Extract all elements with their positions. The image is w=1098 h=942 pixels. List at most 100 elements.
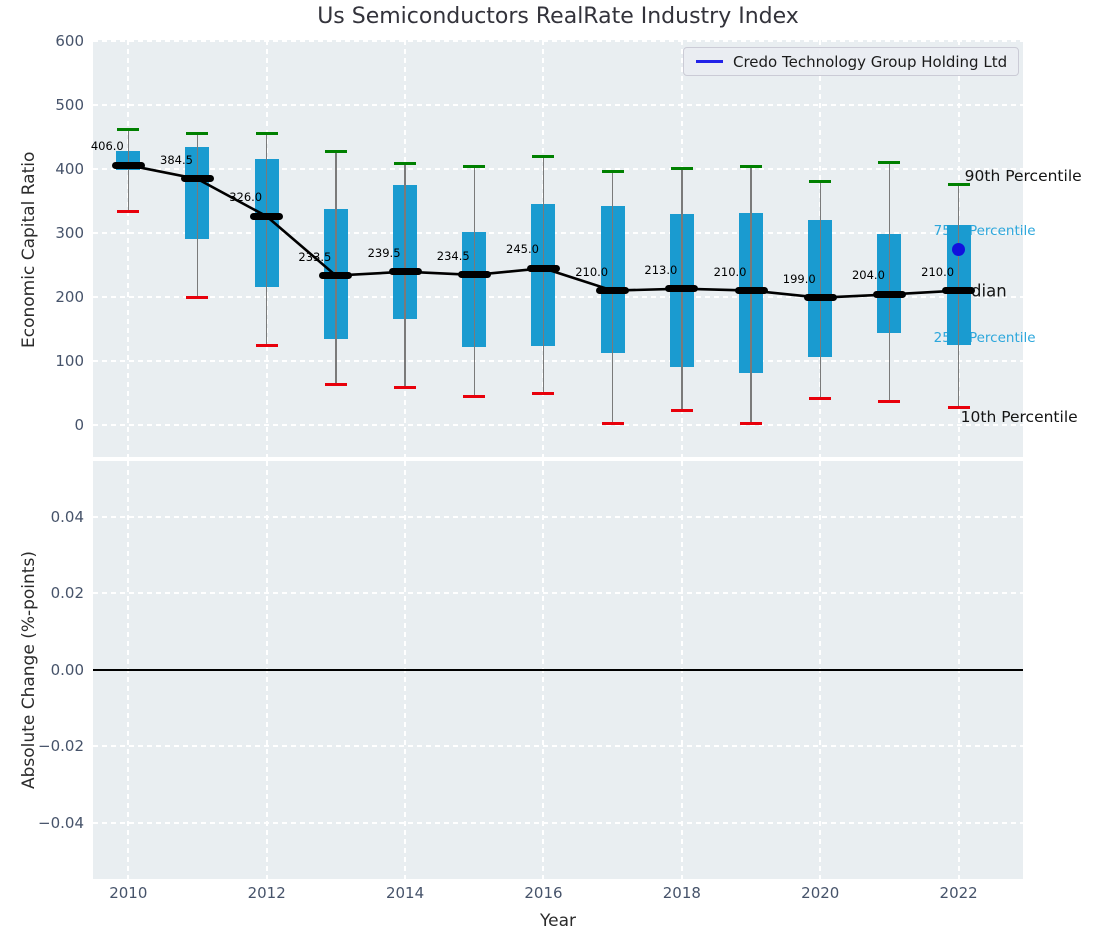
annotation-p90: 90th Percentile — [964, 167, 1082, 186]
median-dash-2010 — [111, 161, 145, 169]
y-tick-label: 0.02 — [50, 584, 84, 603]
gridline-horizontal — [93, 104, 1023, 107]
p90-cap-2017 — [601, 170, 624, 174]
median-label-2016: 245.0 — [506, 242, 539, 257]
p10-cap-2018 — [670, 409, 693, 413]
median-label-2017: 210.0 — [575, 264, 609, 279]
median-label-2010: 406.0 — [90, 139, 124, 154]
p90-cap-2016 — [532, 154, 555, 158]
p90-cap-2014 — [394, 161, 417, 165]
median-label-2018: 213.0 — [644, 262, 678, 277]
p90-cap-2015 — [463, 164, 486, 168]
median-label-2013: 233.5 — [298, 249, 332, 264]
p90-cap-2021 — [878, 161, 901, 165]
median-label-2021: 204.0 — [851, 268, 885, 283]
p10-cap-2011 — [186, 295, 209, 299]
x-tick-label: 2020 — [801, 884, 840, 902]
p10-cap-2014 — [394, 386, 417, 390]
whisker-2014 — [404, 163, 406, 388]
zero-line — [93, 668, 1023, 671]
y-tick-label: 500 — [55, 96, 84, 115]
p10-cap-2012 — [255, 343, 278, 347]
gridline-horizontal — [93, 592, 1023, 595]
credo-point — [952, 242, 966, 256]
x-tick-label: 2016 — [524, 884, 563, 902]
p90-cap-2019 — [740, 164, 763, 168]
whisker-2010 — [127, 129, 129, 212]
median-dash-2018 — [665, 285, 699, 293]
y-tick-label: 0 — [74, 416, 84, 434]
p10-cap-2021 — [878, 400, 901, 404]
median-label-2019: 210.0 — [713, 264, 747, 279]
x-tick-label: 2014 — [385, 884, 425, 902]
median-label-2011: 384.5 — [160, 152, 193, 167]
y-tick-label: 600 — [55, 32, 84, 51]
median-dash-2014 — [388, 268, 422, 276]
x-tick-label: 2018 — [662, 884, 701, 902]
gridline-horizontal — [93, 168, 1023, 171]
whisker-2019 — [750, 166, 752, 424]
p10-cap-2017 — [601, 421, 624, 425]
top-chart-panel: 90th Percentile 75th Percentile Median 25th… — [90, 40, 1082, 457]
x-axis-label: Year — [540, 911, 576, 931]
median-label-2012: 326.0 — [229, 190, 263, 205]
p10-cap-2013 — [324, 383, 347, 387]
gridline-horizontal — [93, 515, 1023, 518]
whisker-2017 — [611, 171, 614, 424]
p10-cap-2010 — [117, 210, 140, 214]
whisker-2011 — [196, 133, 199, 297]
gridline-horizontal — [93, 821, 1023, 824]
y-tick-label: 0.04 — [50, 507, 84, 526]
annotation-p10: 10th Percentile — [960, 407, 1078, 426]
median-label-2020: 199.0 — [782, 271, 816, 286]
y-tick-label: −0.02 — [38, 737, 84, 756]
gridline-horizontal — [93, 40, 1023, 43]
legend-line-swatch — [696, 60, 723, 63]
p90-cap-2010 — [117, 127, 140, 131]
median-dash-2016 — [526, 264, 560, 272]
median-dash-2011 — [180, 175, 214, 183]
bottom-chart-panel — [93, 461, 1023, 879]
legend: Credo Technology Group Holding Ltd — [683, 47, 1019, 76]
p10-cap-2015 — [463, 394, 486, 398]
gridline-horizontal — [93, 424, 1023, 426]
chart-title: Us Semiconductors RealRate Industry Inde… — [317, 4, 799, 29]
x-tick-label: 2010 — [109, 884, 148, 902]
y-tick-label: 400 — [55, 160, 84, 179]
y-tick-label: −0.04 — [38, 813, 84, 832]
gridline-vertical — [127, 40, 130, 457]
median-dash-2020 — [803, 294, 837, 302]
median-dash-2015 — [457, 271, 491, 279]
p90-cap-2022 — [947, 182, 970, 186]
p90-cap-2020 — [809, 180, 832, 184]
median-dash-2012 — [250, 212, 284, 220]
median-dash-2021 — [872, 290, 906, 298]
x-tick-label: 2022 — [939, 884, 978, 902]
whisker-2012 — [265, 133, 268, 345]
y-tick-label: 100 — [55, 352, 84, 370]
whisker-2022 — [957, 184, 960, 408]
median-dash-2013 — [319, 272, 353, 280]
legend-label: Credo Technology Group Holding Ltd — [733, 52, 1008, 71]
p90-cap-2013 — [324, 150, 347, 154]
whisker-2015 — [473, 166, 475, 397]
gridline-horizontal — [93, 745, 1023, 748]
median-label-2014: 239.5 — [367, 245, 401, 260]
whisker-2020 — [819, 181, 821, 399]
p10-cap-2022 — [947, 406, 970, 410]
p90-cap-2018 — [670, 166, 693, 170]
p10-cap-2016 — [532, 391, 555, 395]
p90-cap-2011 — [186, 131, 209, 135]
median-label-2022: 210.0 — [921, 264, 955, 279]
gridline-horizontal — [93, 360, 1023, 362]
p10-cap-2019 — [740, 422, 763, 426]
y-tick-label: 200 — [55, 288, 84, 306]
median-dash-2017 — [596, 287, 630, 295]
median-dash-2019 — [734, 287, 768, 295]
p90-cap-2012 — [255, 131, 278, 135]
x-tick-label: 2012 — [247, 884, 286, 902]
whisker-2016 — [542, 156, 545, 393]
median-dash-2022 — [942, 287, 976, 295]
whisker-2013 — [335, 151, 337, 385]
